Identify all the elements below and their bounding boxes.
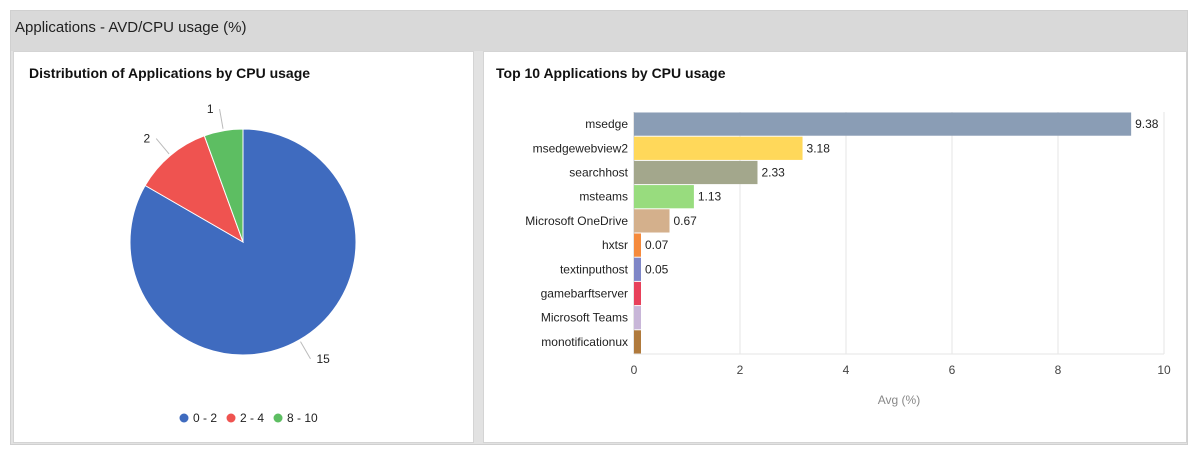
bar-monotificationux[interactable] — [634, 330, 641, 354]
bar-msedge[interactable] — [634, 112, 1132, 136]
pie-leader-line — [219, 108, 224, 129]
bar-value-label: 0.07 — [645, 238, 669, 252]
bar-msteams[interactable] — [634, 185, 694, 209]
category-label: Microsoft Teams — [541, 311, 628, 325]
legend-swatch — [273, 413, 283, 423]
pie-chart: 15 2 1 0 - 2 2 - 4 8 - 10 — [129, 102, 357, 425]
category-label: Microsoft OneDrive — [525, 214, 628, 228]
pie-slice-2-4[interactable] — [144, 135, 244, 244]
pie-value-label: 1 — [207, 102, 214, 116]
x-tick-label: 6 — [949, 363, 956, 377]
bar-value-label: 0.05 — [645, 262, 669, 276]
pie-value-label: 15 — [317, 352, 331, 366]
bar-chart-panel: Top 10 Applications by CPU usage 0 2 4 6 8 10… — [483, 51, 1187, 443]
x-tick-label: 10 — [1157, 363, 1171, 377]
legend-swatch — [179, 413, 189, 423]
category-label: gamebarftserver — [541, 287, 628, 301]
bar-microsoft-teams[interactable] — [634, 306, 641, 330]
bar-hxtsr[interactable] — [634, 233, 641, 257]
legend-swatch — [226, 413, 236, 423]
bar-value-label: 2.33 — [761, 166, 785, 180]
bar-value-label: 1.13 — [698, 190, 722, 204]
section-header: Applications - AVD/CPU usage (%) — [11, 11, 1187, 51]
category-label: msedgewebview2 — [533, 141, 629, 155]
bar-microsoft-onedrive[interactable] — [634, 209, 670, 233]
legend-label[interactable]: 8 - 10 — [287, 411, 318, 425]
x-tick-label: 8 — [1055, 363, 1062, 377]
pie-chart-panel: Distribution of Applications by CPU usag… — [13, 51, 474, 443]
x-tick-label: 4 — [843, 363, 850, 377]
x-tick-label: 2 — [737, 363, 744, 377]
category-label: searchhost — [569, 166, 628, 180]
pie-leader-line — [300, 341, 311, 360]
category-label: textinputhost — [560, 262, 629, 276]
applications-cpu-dashboard: Applications - AVD/CPU usage (%) Distrib… — [10, 10, 1188, 445]
legend-label[interactable]: 2 - 4 — [240, 411, 264, 425]
bar-chart-title: Top 10 Applications by CPU usage — [496, 65, 726, 81]
x-tick-label: 0 — [631, 363, 638, 377]
bar-msedgewebview2[interactable] — [634, 136, 803, 160]
bar-chart: 0 2 4 6 8 10 msedge 9.38 msedgewebview2 3.18 searc… — [525, 112, 1171, 407]
pie-slice-8-10[interactable] — [203, 128, 244, 243]
category-label: msedge — [585, 117, 628, 131]
bar-gamebarftserver[interactable] — [634, 281, 641, 306]
bar-searchhost[interactable] — [634, 160, 758, 185]
category-label: monotificationux — [541, 335, 628, 349]
bar-textinputhost[interactable] — [634, 257, 641, 281]
pie-leader-line — [155, 138, 170, 155]
bar-value-label: 3.18 — [807, 141, 831, 155]
pie-value-label: 2 — [144, 132, 151, 146]
bar-value-label: 9.38 — [1135, 117, 1159, 131]
x-axis-title: Avg (%) — [878, 393, 920, 407]
legend-label[interactable]: 0 - 2 — [193, 411, 217, 425]
pie-chart-title: Distribution of Applications by CPU usag… — [29, 65, 311, 81]
category-label: msteams — [579, 190, 628, 204]
category-label: hxtsr — [602, 238, 628, 252]
bar-value-label: 0.67 — [674, 214, 698, 228]
